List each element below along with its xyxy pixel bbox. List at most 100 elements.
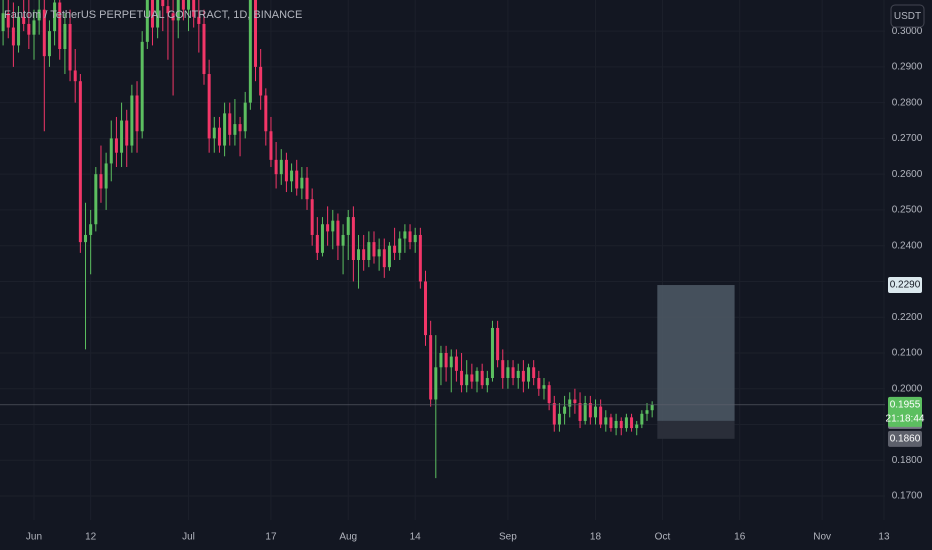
candle-body (63, 23, 67, 49)
candle-body (310, 199, 314, 235)
candle-body (563, 406, 567, 414)
candle-body (243, 102, 247, 132)
candle-body (53, 2, 57, 32)
candle-body (573, 399, 577, 404)
candle-body (372, 242, 376, 257)
profit-zone (657, 285, 735, 421)
y-tick-label: 0.2400 (892, 240, 923, 251)
x-tick-label: Nov (813, 532, 831, 543)
currency-button[interactable] (890, 4, 925, 28)
candle-body (568, 399, 572, 407)
candle-body (393, 245, 397, 253)
candle-body (630, 417, 634, 429)
candle-body (578, 403, 582, 421)
candle-body (418, 234, 422, 282)
candle-body (212, 127, 216, 139)
x-tick-label: Oct (655, 532, 671, 543)
candle-body (527, 367, 531, 382)
y-tick-label: 0.1800 (892, 455, 923, 466)
candle-body (32, 20, 36, 35)
candle-body (11, 27, 15, 46)
candle-body (398, 238, 402, 253)
candle-body (413, 234, 417, 243)
candle-body (1, 13, 5, 32)
x-tick-label: 14 (410, 532, 422, 543)
candle-body (604, 417, 608, 425)
x-tick-label: Sep (499, 532, 517, 543)
candle-body (454, 356, 458, 371)
candle-body (290, 170, 294, 182)
candle-body (176, 0, 180, 21)
candle-body (37, 9, 41, 21)
candle-body (58, 2, 62, 49)
candle-body (22, 16, 26, 24)
candle-body (408, 231, 412, 243)
candle-body (444, 352, 448, 368)
x-tick-label: 12 (85, 532, 97, 543)
candle-body (552, 403, 556, 425)
candle-body (248, 0, 252, 103)
candle-body (624, 417, 628, 429)
candle-body (640, 413, 644, 425)
axes: 0.17000.18000.19000.20000.21000.22000.23… (0, 26, 925, 543)
candle-body (27, 23, 31, 35)
candle-body (516, 370, 520, 379)
candle-body (274, 159, 278, 175)
candle-body (650, 404, 654, 411)
y-tick-label: 0.2000 (892, 383, 923, 394)
candle-body (341, 234, 345, 246)
candle-body (269, 131, 273, 160)
candle-body (645, 410, 649, 414)
candle-body (583, 403, 587, 421)
candle-body (460, 370, 464, 386)
x-tick-label: Aug (339, 532, 357, 543)
x-tick-label: 13 (878, 532, 890, 543)
y-tick-label: 0.2600 (892, 169, 923, 180)
candle-body (279, 159, 283, 175)
candle-body (557, 413, 561, 425)
candle-body (367, 242, 371, 260)
candle-body (449, 356, 453, 368)
candle-body (593, 406, 597, 418)
candle-body (336, 220, 340, 246)
x-tick-label: 16 (734, 532, 746, 543)
countdown-label: 21:18:44 (886, 413, 925, 424)
currency-label[interactable]: USDT (894, 11, 921, 22)
candle-body (223, 113, 227, 146)
candle-body (403, 231, 407, 239)
candle-body (485, 378, 489, 386)
last-price-label-bg (888, 396, 922, 427)
candle-body (89, 224, 93, 235)
candle-body (125, 120, 129, 146)
candle-body (588, 403, 592, 418)
target-label-bg (888, 277, 922, 294)
candle-body (496, 327, 500, 361)
candle-body (187, 0, 191, 10)
candle-body (254, 0, 258, 67)
candle-body (532, 367, 536, 379)
candle-body (351, 217, 355, 260)
candle-body (217, 127, 221, 146)
candle-body (465, 374, 469, 386)
candle-body (161, 0, 165, 7)
candle-body (259, 66, 263, 96)
candle-body (120, 120, 124, 153)
candle-body (73, 70, 77, 82)
stop-label-bg (888, 430, 922, 447)
candle-body (439, 352, 443, 368)
candle-body (84, 234, 88, 243)
candle-body (387, 245, 391, 268)
candle-body (346, 217, 350, 235)
candle-body (17, 16, 21, 46)
candle-body (362, 249, 366, 260)
y-tick-label: 0.1700 (892, 491, 923, 502)
y-tick-label: 0.2900 (892, 62, 923, 73)
position-tool (657, 285, 735, 439)
candle-body (619, 420, 623, 429)
candle-body (511, 367, 515, 379)
candle-body (635, 424, 639, 429)
candle-body (542, 385, 546, 389)
